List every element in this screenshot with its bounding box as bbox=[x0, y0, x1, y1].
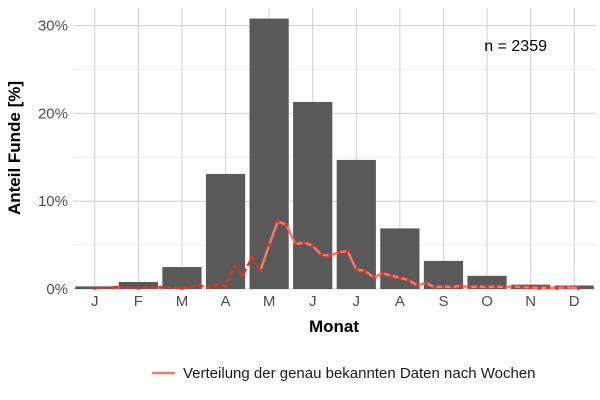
line-point bbox=[223, 284, 228, 289]
line-point bbox=[563, 285, 568, 290]
line-point bbox=[406, 278, 411, 283]
x-tick-label: A bbox=[221, 293, 231, 310]
line-point bbox=[345, 249, 350, 254]
line-point bbox=[284, 223, 289, 227]
line-point bbox=[276, 219, 280, 224]
x-tick-label: O bbox=[481, 293, 493, 310]
line-point bbox=[328, 253, 332, 258]
legend: Verteilung der genau bekannten Daten nac… bbox=[152, 365, 536, 382]
legend-label: Verteilung der genau bekannten Daten nac… bbox=[183, 365, 536, 382]
line-point bbox=[267, 243, 271, 247]
line-point bbox=[319, 252, 324, 257]
line-point bbox=[502, 285, 507, 290]
x-tick-label: S bbox=[438, 293, 448, 310]
x-tick-label: A bbox=[395, 293, 405, 310]
bar-6 bbox=[293, 101, 333, 289]
weekly-distribution-line bbox=[92, 219, 581, 290]
line-point bbox=[114, 285, 119, 290]
line-point bbox=[493, 284, 498, 289]
y-tick-label: 20% bbox=[38, 105, 68, 122]
line-point bbox=[354, 267, 359, 272]
x-tick-label: J bbox=[309, 293, 317, 310]
line-point bbox=[467, 285, 472, 290]
line-point bbox=[180, 286, 184, 290]
line-point bbox=[415, 283, 420, 288]
line-point bbox=[380, 271, 385, 275]
x-tick-label: N bbox=[525, 293, 536, 310]
bar-4 bbox=[205, 173, 246, 289]
line-point bbox=[215, 282, 219, 287]
x-tick-label: D bbox=[569, 293, 580, 310]
line-point bbox=[363, 268, 367, 273]
line-point bbox=[206, 285, 210, 290]
x-tick-label: J bbox=[353, 293, 361, 310]
line-point bbox=[371, 275, 376, 280]
line-point bbox=[520, 285, 524, 290]
line-point bbox=[576, 286, 581, 290]
line-point bbox=[441, 284, 446, 289]
bars bbox=[75, 18, 594, 289]
line-point bbox=[158, 285, 162, 290]
line-point bbox=[424, 281, 428, 285]
bar-3 bbox=[162, 267, 202, 289]
line-point bbox=[310, 244, 315, 248]
line-point bbox=[528, 285, 533, 290]
line-point bbox=[241, 273, 245, 277]
x-axis-title: Monat bbox=[309, 317, 359, 336]
line-point bbox=[546, 285, 550, 290]
line-point bbox=[258, 268, 263, 273]
x-tick-label: M bbox=[176, 293, 189, 310]
line-point bbox=[337, 250, 341, 254]
line-point bbox=[476, 284, 481, 289]
line-point bbox=[485, 285, 489, 290]
line-point bbox=[537, 286, 542, 290]
y-tick-labels: 0% 10% 20% 30% bbox=[38, 18, 68, 298]
line-point bbox=[293, 242, 298, 247]
line-point bbox=[92, 286, 97, 290]
x-tick-label: J bbox=[91, 293, 99, 310]
sample-size-annotation: n = 2359 bbox=[484, 38, 547, 55]
line-point bbox=[232, 264, 237, 268]
line-point bbox=[136, 286, 141, 290]
line-point bbox=[459, 283, 463, 288]
line-point bbox=[389, 274, 393, 278]
x-tick-label: M bbox=[263, 293, 276, 310]
line-point bbox=[398, 275, 402, 280]
line-point bbox=[432, 285, 437, 290]
bar-8 bbox=[380, 228, 420, 289]
line-point bbox=[197, 283, 202, 288]
y-tick-label: 0% bbox=[46, 281, 68, 298]
line-point bbox=[511, 284, 515, 289]
bar-2 bbox=[118, 281, 158, 289]
y-axis-title: Anteil Funde [%] bbox=[5, 81, 24, 215]
line-point bbox=[302, 240, 306, 245]
line-point bbox=[249, 255, 254, 260]
line-point bbox=[450, 285, 454, 290]
x-tick-label: F bbox=[134, 293, 143, 310]
y-tick-label: 10% bbox=[38, 193, 68, 210]
y-tick-label: 30% bbox=[38, 18, 68, 35]
line-point bbox=[554, 286, 559, 290]
